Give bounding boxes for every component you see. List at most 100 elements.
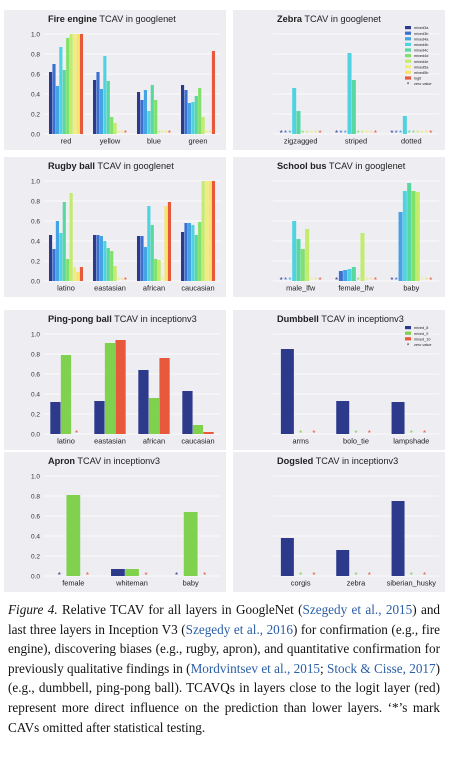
- omitted-star: *: [288, 276, 291, 285]
- bar: [280, 538, 294, 576]
- bar: [143, 247, 147, 281]
- omitted-star: *: [288, 129, 291, 138]
- omitted-star: *: [429, 129, 432, 138]
- chart-title-rest: TCAV in googlenet: [327, 161, 406, 171]
- caption-segment: ) and last three layers in Inception V3 …: [8, 602, 441, 637]
- y-tick-label: 0.6: [31, 72, 40, 79]
- citation-link[interactable]: Szegedy et al., 2015: [302, 602, 413, 617]
- omitted-star: *: [370, 276, 373, 285]
- omitted-star: *: [124, 129, 127, 138]
- bar: [79, 34, 84, 134]
- chart-title-rest: TCAV in googlenet: [302, 14, 381, 24]
- chart-title-rest: TCAV in googlenet: [97, 14, 176, 24]
- bar: [203, 432, 214, 434]
- caption-segment: Relative TCAV for all layers in GoogleNe…: [61, 602, 303, 617]
- legend-label: mixed4e: [414, 60, 428, 64]
- chart-title-bold: School bus: [277, 161, 327, 171]
- y-tick-label: 0.2: [31, 259, 40, 266]
- bar: [92, 235, 97, 281]
- caption-segment: ;: [320, 660, 328, 676]
- x-tick-label: baby: [183, 579, 199, 588]
- legend-swatch: [405, 76, 411, 80]
- omitted-star: *: [164, 129, 167, 138]
- y-tick-label: 0.4: [31, 239, 40, 246]
- omitted-star: *: [205, 129, 208, 138]
- bar: [55, 221, 59, 281]
- bar: [402, 191, 407, 281]
- omitted-star: *: [117, 276, 120, 285]
- omitted-star: *: [408, 129, 411, 138]
- omitted-star: *: [416, 129, 419, 138]
- omitted-star: *: [280, 129, 283, 138]
- x-tick-label: eastasian: [94, 284, 126, 293]
- bar: [296, 111, 301, 134]
- omitted-star: *: [357, 276, 360, 285]
- bar: [125, 569, 139, 576]
- bar: [50, 402, 61, 434]
- bar: [48, 72, 53, 134]
- citation-link[interactable]: Szegedy et al., 2016: [185, 621, 293, 637]
- bar: [415, 192, 420, 281]
- x-tick-label: african: [143, 284, 165, 293]
- bar: [136, 92, 141, 134]
- chart-title: Dumbbell TCAV in inceptionv3: [277, 314, 404, 324]
- chart-title: Fire engine TCAV in googlenet: [48, 14, 176, 24]
- chart-title-rest: TCAV in inceptionv3: [313, 456, 398, 466]
- chart-title-bold: Zebra: [277, 14, 303, 24]
- citation-link[interactable]: Mordvintsev et al., 2015: [190, 660, 321, 676]
- x-tick-label: caucasian: [181, 284, 214, 293]
- x-tick-label: whiteman: [115, 579, 148, 588]
- bar: [111, 569, 125, 576]
- omitted-star: *: [299, 429, 302, 438]
- figure-4-panels: 0.0 0.2 0.4 0.6 0.8 1.0 Fire engine TCAV in go…: [4, 10, 445, 592]
- legend-swatch: [405, 326, 411, 330]
- bar: [167, 202, 172, 281]
- bar: [336, 550, 350, 576]
- omitted-star: *: [168, 129, 171, 138]
- bar: [407, 183, 412, 281]
- bar: [191, 225, 195, 281]
- bar: [211, 51, 216, 134]
- omitted-star: *: [319, 276, 322, 285]
- y-tick-label: 1.0: [31, 474, 40, 481]
- omitted-star: *: [117, 129, 120, 138]
- bar: [59, 233, 63, 281]
- omitted-star: *: [124, 276, 127, 285]
- chart-title-bold: Rugby ball: [48, 161, 95, 171]
- y-tick-label: 0.2: [31, 554, 40, 561]
- y-tick-label: 0.2: [31, 412, 40, 419]
- omitted-star: *: [120, 276, 123, 285]
- omitted-star: *: [319, 129, 322, 138]
- bar: [96, 235, 100, 281]
- bar: [140, 100, 144, 134]
- bar: [292, 88, 297, 134]
- chart-panel: Dogsled TCAV in inceptionv3* *corgis* *zeb…: [233, 452, 445, 592]
- bar: [201, 181, 205, 281]
- bar: [147, 111, 151, 134]
- x-tick-label: zigzagged: [284, 137, 318, 146]
- chart-panel: 0.0 0.2 0.4 0.6 0.8 1.0 Apron TCAV in inceptio…: [4, 452, 226, 592]
- bar: [66, 495, 81, 576]
- bar: [336, 401, 350, 434]
- bar: [52, 249, 56, 281]
- omitted-star: *: [312, 429, 315, 438]
- legend-label: mixed4a: [414, 37, 429, 41]
- legend-swatch: [405, 26, 411, 30]
- legend-swatch: [405, 65, 411, 69]
- omitted-star: *: [370, 129, 373, 138]
- omitted-star: *: [310, 129, 313, 138]
- bar: [194, 235, 198, 281]
- citation-link[interactable]: Stock & Cisse, 2017: [327, 660, 436, 676]
- chart-panel: Dumbbell TCAV in inceptionv3* *arms* *bolo…: [233, 310, 445, 450]
- bar: [347, 53, 352, 134]
- bar: [52, 64, 56, 134]
- chart-title: Zebra TCAV in googlenet: [277, 14, 381, 24]
- bar: [150, 225, 154, 281]
- omitted-star: *: [335, 276, 338, 285]
- y-tick-label: 0.8: [31, 352, 40, 359]
- omitted-star: *: [301, 129, 304, 138]
- bar: [211, 181, 216, 281]
- omitted-star: *: [429, 276, 432, 285]
- bar: [183, 512, 198, 576]
- legend-swatch: [405, 31, 411, 35]
